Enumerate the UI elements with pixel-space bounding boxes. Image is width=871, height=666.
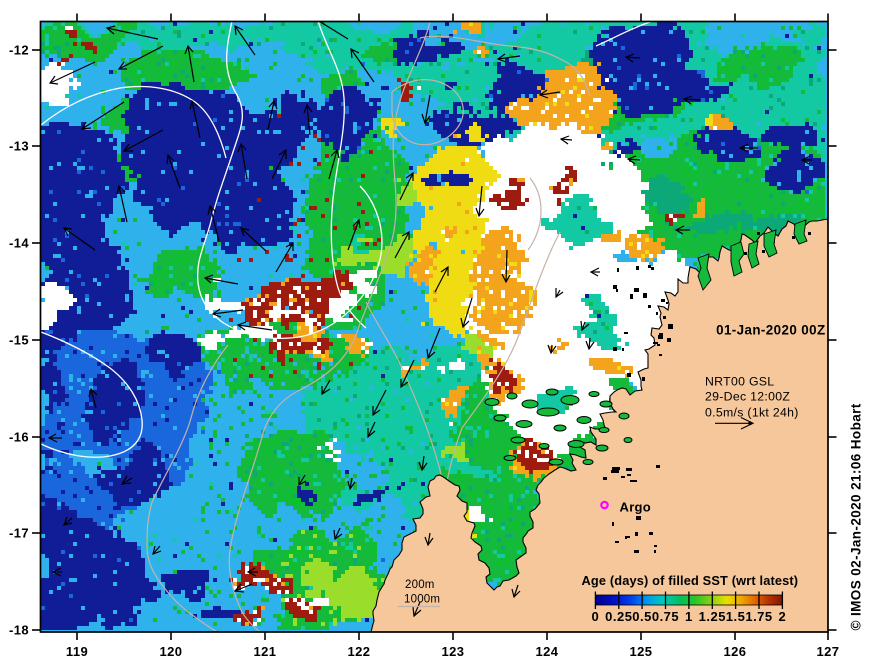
svg-text:-14: -14 [9, 236, 29, 251]
svg-text:-18: -18 [9, 623, 29, 638]
svg-text:120: 120 [160, 644, 183, 659]
svg-text:127: 127 [817, 644, 840, 659]
svg-text:© IMOS 02-Jan-2020 21:06 Hobar: © IMOS 02-Jan-2020 21:06 Hobart [849, 403, 864, 630]
svg-text:1.75: 1.75 [745, 609, 772, 624]
svg-text:1000m: 1000m [404, 594, 440, 606]
svg-text:2: 2 [779, 609, 787, 624]
svg-text:01-Jan-2020 00Z: 01-Jan-2020 00Z [716, 323, 825, 338]
svg-text:0: 0 [592, 609, 600, 624]
svg-text:126: 126 [724, 644, 747, 659]
svg-text:0.5m/s (1kt 24h): 0.5m/s (1kt 24h) [705, 406, 799, 420]
svg-text:NRT00 GSL: NRT00 GSL [705, 375, 774, 389]
svg-text:125: 125 [630, 644, 653, 659]
svg-text:-17: -17 [9, 526, 29, 541]
svg-text:1: 1 [685, 609, 693, 624]
svg-text:0.75: 0.75 [652, 609, 679, 624]
svg-text:121: 121 [254, 644, 277, 659]
svg-text:29-Dec 12:00Z: 29-Dec 12:00Z [705, 390, 790, 404]
svg-text:Argo: Argo [620, 500, 652, 515]
svg-text:1.25: 1.25 [699, 609, 726, 624]
svg-text:119: 119 [66, 644, 88, 659]
svg-text:0.5: 0.5 [632, 609, 652, 624]
svg-text:1.5: 1.5 [726, 609, 746, 624]
svg-text:123: 123 [442, 644, 465, 659]
svg-text:-12: -12 [9, 43, 29, 58]
svg-text:0.25: 0.25 [605, 609, 632, 624]
svg-text:-16: -16 [9, 430, 29, 445]
svg-text:-15: -15 [9, 333, 29, 348]
svg-text:122: 122 [348, 644, 371, 659]
svg-text:200m: 200m [405, 579, 435, 591]
svg-text:-13: -13 [9, 139, 29, 154]
svg-text:Age (days) of filled SST (wrt: Age (days) of filled SST (wrt latest) [582, 573, 799, 588]
svg-text:124: 124 [536, 644, 559, 659]
